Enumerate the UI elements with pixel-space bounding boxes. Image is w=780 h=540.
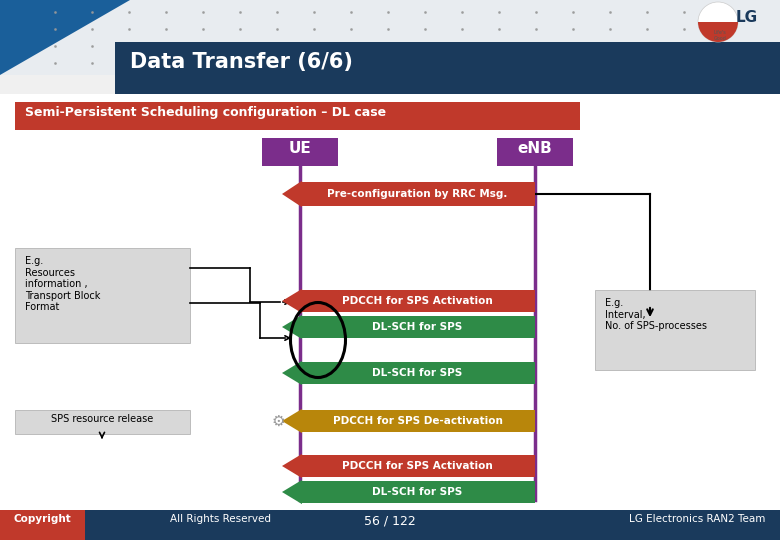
Text: SPS resource release: SPS resource release	[51, 414, 153, 424]
Text: DL-SCH for SPS: DL-SCH for SPS	[372, 322, 463, 332]
Text: DL-SCH for SPS: DL-SCH for SPS	[372, 487, 463, 497]
Text: UE: UE	[289, 141, 311, 156]
Text: PDCCH for SPS Activation: PDCCH for SPS Activation	[342, 461, 493, 471]
Text: Pre-configuration by RRC Msg.: Pre-configuration by RRC Msg.	[328, 189, 508, 199]
Text: LG: LG	[736, 10, 758, 24]
Text: ⚙: ⚙	[271, 414, 285, 429]
Wedge shape	[698, 22, 738, 42]
Text: PDCCH for SPS De-activation: PDCCH for SPS De-activation	[332, 416, 502, 426]
Bar	[0, 510, 780, 540]
Bar	[0, 94, 780, 510]
Polygon shape	[282, 454, 302, 478]
Bar	[300, 182, 535, 206]
Text: Semi-Persistent Scheduling configuration – DL case: Semi-Persistent Scheduling configuration…	[25, 106, 386, 119]
Bar	[300, 316, 535, 338]
Polygon shape	[282, 361, 302, 385]
Text: Life's
Good: Life's Good	[714, 30, 726, 41]
Text: LG Electronics RAN2 Team: LG Electronics RAN2 Team	[629, 514, 765, 524]
Bar	[300, 362, 535, 384]
Circle shape	[698, 2, 738, 42]
Bar	[300, 455, 535, 477]
Text: DL-SCH for SPS: DL-SCH for SPS	[372, 368, 463, 378]
Bar	[300, 290, 535, 312]
Polygon shape	[282, 315, 302, 339]
Bar	[595, 290, 755, 370]
Bar	[300, 481, 535, 503]
Text: Data Transfer (6/6): Data Transfer (6/6)	[130, 52, 353, 72]
Bar	[0, 510, 85, 540]
Bar	[300, 410, 535, 432]
Bar	[15, 248, 190, 343]
Bar	[115, 42, 780, 94]
Bar	[262, 138, 338, 166]
Bar	[0, 0, 780, 75]
Bar	[15, 410, 190, 434]
Polygon shape	[282, 181, 302, 207]
Text: Copyright: Copyright	[13, 514, 71, 524]
Bar	[15, 102, 580, 130]
Text: 56 / 122: 56 / 122	[364, 514, 416, 527]
Text: eNB: eNB	[518, 141, 552, 156]
Polygon shape	[282, 480, 302, 504]
Text: PDCCH for SPS Activation: PDCCH for SPS Activation	[342, 296, 493, 306]
Text: All Rights Reserved: All Rights Reserved	[169, 514, 271, 524]
Bar	[497, 138, 573, 166]
Text: E.g.
Interval,
No. of SPS-processes: E.g. Interval, No. of SPS-processes	[605, 298, 707, 331]
Polygon shape	[0, 0, 130, 75]
Text: E.g.
Resources
information ,
Transport Block
Format: E.g. Resources information , Transport B…	[25, 256, 101, 313]
Polygon shape	[282, 409, 302, 433]
Polygon shape	[282, 289, 302, 313]
